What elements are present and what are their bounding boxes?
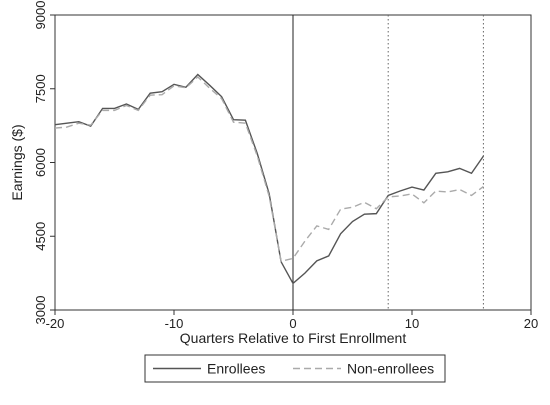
- legend-label: Enrollees: [207, 361, 265, 377]
- legend-label: Non-enrollees: [347, 361, 434, 377]
- y-tick-label: 3000: [33, 296, 48, 325]
- x-tick-label: 10: [405, 316, 419, 331]
- y-tick-label: 7500: [33, 74, 48, 103]
- series-line-non-enrollees: [54, 75, 484, 263]
- x-tick-label: 20: [524, 316, 538, 331]
- y-tick-label: 4500: [33, 222, 48, 251]
- x-tick-label: -10: [165, 316, 184, 331]
- x-tick-label: 0: [289, 316, 296, 331]
- y-tick-label: 6000: [33, 148, 48, 177]
- x-tick-label: -20: [46, 316, 65, 331]
- y-axis-label: Earnings ($): [9, 124, 25, 200]
- legend: Enrollees Non-enrollees: [144, 354, 446, 383]
- y-tick-label: 9000: [33, 1, 48, 30]
- x-axis-label: Quarters Relative to First Enrollment: [180, 330, 407, 346]
